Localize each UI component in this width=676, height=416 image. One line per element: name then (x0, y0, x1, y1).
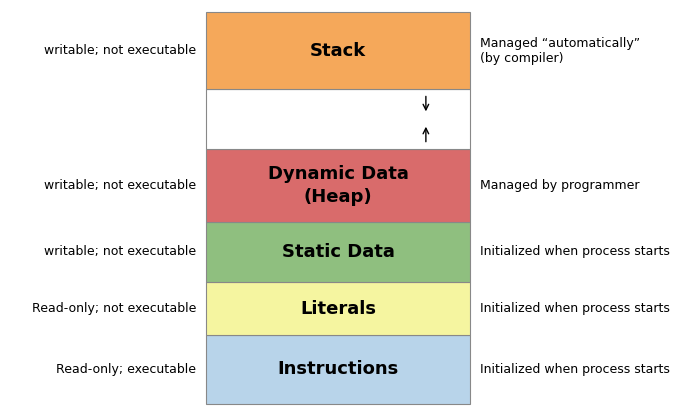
Bar (206, 282, 470, 335)
Bar (206, 149, 470, 222)
Text: Read-only; not executable: Read-only; not executable (32, 302, 196, 315)
Text: writable; not executable: writable; not executable (44, 179, 196, 192)
Bar (206, 222, 470, 282)
Text: Managed by programmer: Managed by programmer (480, 179, 639, 192)
Text: Dynamic Data
(Heap): Dynamic Data (Heap) (268, 166, 408, 206)
Bar (206, 335, 470, 404)
Text: Static Data: Static Data (282, 243, 394, 261)
Text: Initialized when process starts: Initialized when process starts (480, 245, 670, 258)
Bar (206, 12, 470, 89)
Text: Initialized when process starts: Initialized when process starts (480, 302, 670, 315)
Text: writable; not executable: writable; not executable (44, 44, 196, 57)
Text: writable; not executable: writable; not executable (44, 245, 196, 258)
Text: Initialized when process starts: Initialized when process starts (480, 363, 670, 376)
Text: Read-only; executable: Read-only; executable (56, 363, 196, 376)
Text: Instructions: Instructions (277, 360, 399, 378)
Text: Managed “automatically”
(by compiler): Managed “automatically” (by compiler) (480, 37, 640, 64)
Text: Stack: Stack (310, 42, 366, 59)
Bar (206, 89, 470, 149)
Text: Literals: Literals (300, 300, 376, 318)
